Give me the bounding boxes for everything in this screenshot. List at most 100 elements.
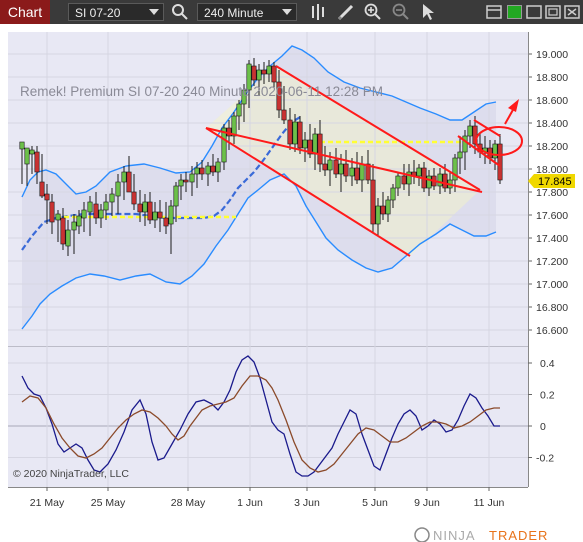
chart-toolbar: Chart SI 07-20 240 Minute <box>0 0 583 25</box>
chevron-down-icon <box>282 9 292 15</box>
price-tick-label: 18.400 <box>536 118 568 130</box>
date-tick-label: 28 May <box>171 497 206 509</box>
candle-down <box>333 159 339 175</box>
price-tick-label: 18.000 <box>536 164 568 176</box>
candle-down <box>317 133 323 165</box>
candle-up <box>256 69 262 81</box>
candle-down <box>276 81 282 111</box>
candle-down <box>199 167 205 175</box>
candle-down <box>251 65 257 81</box>
candle-down <box>210 165 216 173</box>
instrument-selector[interactable]: SI 07-20 <box>68 3 164 21</box>
date-tick-label: 25 May <box>91 497 126 509</box>
price-tick-label: 18.800 <box>536 72 568 84</box>
price-axis: 19.000 18.800 18.600 18.400 18.200 18.000 17.8… <box>528 32 568 487</box>
candle-up <box>76 215 82 227</box>
candle-up <box>385 199 391 215</box>
candle-down <box>44 193 50 201</box>
candle-up <box>359 163 365 181</box>
highlight-ellipse <box>475 126 523 156</box>
candle-down <box>365 163 371 181</box>
price-tick-label: 18.200 <box>536 141 568 153</box>
candle-up <box>168 205 174 225</box>
candle-down <box>126 171 132 193</box>
oscillator-slow-line <box>21 375 500 473</box>
candle-up <box>375 205 381 225</box>
date-tick-label: 1 Jun <box>237 497 263 509</box>
chevron-down-icon <box>149 9 159 15</box>
candle-up <box>467 125 473 137</box>
candle-up <box>115 181 121 197</box>
candle-up <box>416 167 422 177</box>
candle-up <box>390 187 396 201</box>
candle-up <box>492 143 498 159</box>
zoom-in-icon[interactable] <box>363 2 383 22</box>
candle-up <box>81 209 87 219</box>
candle-down <box>354 167 360 181</box>
candle-up <box>142 201 148 213</box>
maximize-icon[interactable] <box>524 2 544 22</box>
draw-pencil-icon[interactable] <box>336 2 356 22</box>
candle-up <box>452 157 458 181</box>
channel-line-middle <box>205 127 483 193</box>
candle-down <box>297 121 303 149</box>
candle-down <box>497 143 503 181</box>
candle-down <box>147 201 153 221</box>
ninjatrader-logo-mark <box>414 527 430 542</box>
channel-line-lower <box>205 127 411 257</box>
brand-prefix: NINJA <box>433 528 476 542</box>
instrument-value: SI 07-20 <box>75 6 121 20</box>
candle-up <box>87 201 93 213</box>
candle-down <box>39 181 45 197</box>
candle-up <box>338 163 344 175</box>
chart-tab-label: Chart <box>7 4 43 20</box>
chart-tab[interactable]: Chart <box>0 0 50 24</box>
candle-up <box>205 165 211 175</box>
candle-up <box>241 89 247 105</box>
candle-down <box>157 211 163 219</box>
candle-up <box>19 141 25 150</box>
candle-down <box>137 203 143 213</box>
candle-up <box>406 171 412 185</box>
breakout-line <box>457 135 501 167</box>
projection-arrow-shaft <box>504 107 515 125</box>
candle-up <box>109 193 115 203</box>
zoom-out-icon[interactable] <box>391 2 411 22</box>
drawing-objects[interactable] <box>205 65 523 257</box>
restore-icon[interactable] <box>543 2 563 22</box>
price-tick-label: 17.800 <box>536 187 568 199</box>
oscillator-tick-label: 0.2 <box>540 390 555 402</box>
grid <box>8 32 528 487</box>
price-tick-label: 19.000 <box>536 49 568 61</box>
candle-down <box>60 217 66 245</box>
candle-down <box>401 175 407 185</box>
pointer-icon[interactable] <box>418 2 438 22</box>
price-chart[interactable]: Remek! Premium SI 07-20 240 Minute 2020-… <box>0 24 583 542</box>
candle-up <box>246 63 252 91</box>
interval-selector[interactable]: 240 Minute <box>197 3 297 21</box>
search-icon[interactable] <box>170 2 190 22</box>
close-icon[interactable] <box>562 2 582 22</box>
candle-up <box>98 209 104 219</box>
candle-up <box>65 229 71 247</box>
date-axis: 21 May 25 May 28 May 1 Jun 3 Jun 5 Jun 9 Jun 11… <box>8 487 528 509</box>
candle-down <box>370 179 376 225</box>
candle-up <box>462 135 468 153</box>
candle-up <box>152 211 158 221</box>
tile-window-icon[interactable] <box>484 2 504 22</box>
candle-up <box>29 149 35 155</box>
chart-panel[interactable]: Remek! Premium SI 07-20 240 Minute 2020-… <box>0 24 583 542</box>
price-tick-label: 17.400 <box>536 233 568 245</box>
candle-up <box>426 175 432 189</box>
bar-style-icon[interactable] <box>308 2 328 22</box>
current-price-value: 17.845 <box>538 176 572 188</box>
projection-arrow-head <box>508 99 519 112</box>
chart-watermark: Remek! Premium SI 07-20 240 Minute 2020-… <box>20 84 383 99</box>
candle-down <box>49 201 55 223</box>
price-tick-label: 16.800 <box>536 302 568 314</box>
candle-down <box>380 205 386 215</box>
candle-down <box>281 109 287 121</box>
oscillator-tick-label: -0.2 <box>536 453 554 465</box>
candle-up <box>189 173 195 183</box>
green-link-button[interactable] <box>507 5 522 19</box>
